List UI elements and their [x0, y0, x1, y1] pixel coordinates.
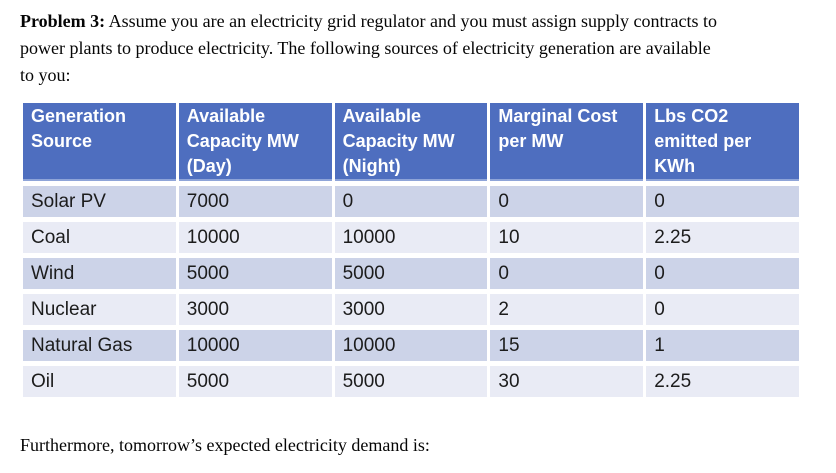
- cell-source: Nuclear: [23, 294, 176, 325]
- problem-number-label: Problem 3:: [20, 11, 106, 31]
- table-row-coal: Coal 10000 10000 10 2.25: [23, 222, 799, 253]
- cell-marginal-cost: 30: [490, 366, 644, 397]
- cell-capacity-day: 5000: [178, 366, 332, 397]
- header-marginal-cost: Marginal Cost per MW: [490, 103, 644, 181]
- cell-marginal-cost: 15: [490, 330, 644, 361]
- generation-sources-table: Generation Source Available Capacity MW …: [20, 98, 802, 402]
- table-row-oil: Oil 5000 5000 30 2.25: [23, 366, 799, 397]
- table-row-wind: Wind 5000 5000 0 0: [23, 258, 799, 289]
- table-row-natural-gas: Natural Gas 10000 10000 15 1: [23, 330, 799, 361]
- paragraph-line: Problem 3: Assume you are an electricity…: [20, 8, 822, 35]
- problem-statement: Problem 3: Assume you are an electricity…: [20, 8, 822, 89]
- cell-co2: 2.25: [646, 222, 799, 253]
- cell-marginal-cost: 0: [490, 258, 644, 289]
- paragraph-line: to you:: [20, 65, 71, 85]
- paragraph-line: power plants to produce electricity. The…: [20, 38, 711, 58]
- cell-capacity-day: 3000: [178, 294, 332, 325]
- cell-source: Coal: [23, 222, 176, 253]
- header-co2-emitted: Lbs CO2 emitted per KWh: [646, 103, 799, 181]
- table-header-row: Generation Source Available Capacity MW …: [23, 103, 799, 181]
- cell-source: Oil: [23, 366, 176, 397]
- header-available-capacity-night: Available Capacity MW (Night): [334, 103, 488, 181]
- cell-capacity-night: 5000: [334, 258, 488, 289]
- cell-marginal-cost: 2: [490, 294, 644, 325]
- table-row-nuclear: Nuclear 3000 3000 2 0: [23, 294, 799, 325]
- cell-co2: 0: [646, 186, 799, 217]
- cell-marginal-cost: 0: [490, 186, 644, 217]
- cell-capacity-day: 5000: [178, 258, 332, 289]
- cell-source: Natural Gas: [23, 330, 176, 361]
- header-generation-source: Generation Source: [23, 103, 176, 181]
- cell-capacity-night: 10000: [334, 330, 488, 361]
- cell-co2: 0: [646, 258, 799, 289]
- cell-capacity-day: 7000: [178, 186, 332, 217]
- document-page: Problem 3: Assume you are an electricity…: [20, 8, 822, 455]
- cell-capacity-night: 10000: [334, 222, 488, 253]
- cell-co2: 0: [646, 294, 799, 325]
- cell-co2: 1: [646, 330, 799, 361]
- cell-capacity-night: 5000: [334, 366, 488, 397]
- cell-co2: 2.25: [646, 366, 799, 397]
- table-row-solar-pv: Solar PV 7000 0 0 0: [23, 186, 799, 217]
- cell-source: Solar PV: [23, 186, 176, 217]
- header-available-capacity-day: Available Capacity MW (Day): [178, 103, 332, 181]
- cell-source: Wind: [23, 258, 176, 289]
- cell-marginal-cost: 10: [490, 222, 644, 253]
- cell-capacity-day: 10000: [178, 222, 332, 253]
- demand-intro-text: Furthermore, tomorrow’s expected electri…: [20, 435, 430, 455]
- cell-capacity-day: 10000: [178, 330, 332, 361]
- cell-capacity-night: 3000: [334, 294, 488, 325]
- cell-capacity-night: 0: [334, 186, 488, 217]
- paragraph-line-text: Assume you are an electricity grid regul…: [105, 11, 718, 31]
